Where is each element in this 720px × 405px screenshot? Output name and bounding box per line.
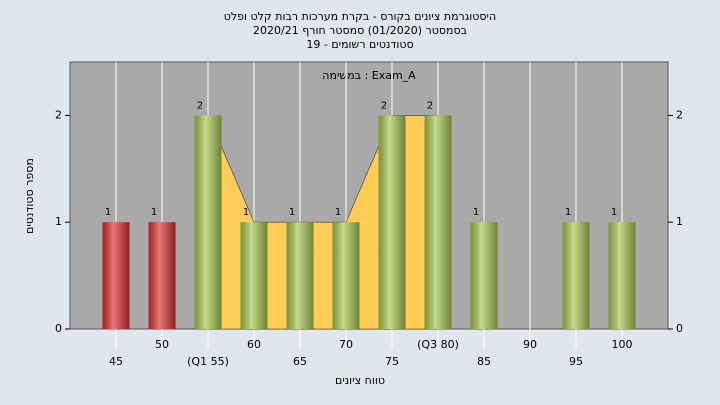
y-axis-label: מספר סטודנטים bbox=[23, 158, 36, 234]
x-tick-label: 100 bbox=[612, 338, 633, 351]
y-tick-label: 2 bbox=[676, 108, 683, 121]
data-label: 1 bbox=[473, 207, 479, 218]
x-tick-label: 75 bbox=[385, 355, 399, 368]
data-label: 1 bbox=[243, 207, 249, 218]
x-tick-label: 45 bbox=[109, 355, 123, 368]
bar-shade bbox=[286, 222, 314, 329]
bar-shade bbox=[378, 115, 406, 330]
x-tick-label: 60 bbox=[247, 338, 261, 351]
bar-shade bbox=[194, 115, 222, 330]
bar-shade bbox=[148, 222, 176, 329]
x-tick-label: 70 bbox=[339, 338, 353, 351]
chart-subtitle: בסמסטר (01/2020) סמסטר חורף 2020/21 bbox=[253, 24, 467, 37]
data-label: 1 bbox=[335, 207, 341, 218]
data-label: 1 bbox=[105, 207, 111, 218]
data-label: 2 bbox=[427, 100, 433, 111]
annotation: במשימה : Exam_A bbox=[322, 69, 416, 82]
y-tick-label: 1 bbox=[55, 215, 62, 228]
bar-shade bbox=[424, 115, 452, 330]
x-tick-label: (Q3 80) bbox=[417, 338, 459, 351]
data-label: 1 bbox=[289, 207, 295, 218]
x-tick-label: 85 bbox=[477, 355, 491, 368]
data-label: 1 bbox=[565, 207, 571, 218]
y-tick-label: 1 bbox=[676, 215, 683, 228]
y-tick-label: 2 bbox=[55, 108, 62, 121]
data-label: 1 bbox=[611, 207, 617, 218]
y-tick-label: 0 bbox=[55, 322, 62, 335]
x-axis-label: טווח ציונים bbox=[335, 374, 385, 387]
bar-shade bbox=[102, 222, 130, 329]
x-tick-label: 95 bbox=[569, 355, 583, 368]
x-tick-label: (Q1 55) bbox=[187, 355, 229, 368]
x-tick-label: 65 bbox=[293, 355, 307, 368]
x-tick-label: 50 bbox=[155, 338, 169, 351]
data-label: 2 bbox=[197, 100, 203, 111]
bar-shade bbox=[240, 222, 268, 329]
bar-shade bbox=[332, 222, 360, 329]
bar-shade bbox=[470, 222, 498, 329]
chart-title: היסטוגרמת ציונים בקורס - בקרת מערכות רבו… bbox=[224, 10, 496, 23]
data-label: 1 bbox=[151, 207, 157, 218]
bar-shade bbox=[562, 222, 590, 329]
chart-subtitle: 19 - סטודנטים רשומים bbox=[306, 38, 413, 51]
data-label: 2 bbox=[381, 100, 387, 111]
y-tick-label: 0 bbox=[676, 322, 683, 335]
x-tick-label: 90 bbox=[523, 338, 537, 351]
bar-shade bbox=[608, 222, 636, 329]
